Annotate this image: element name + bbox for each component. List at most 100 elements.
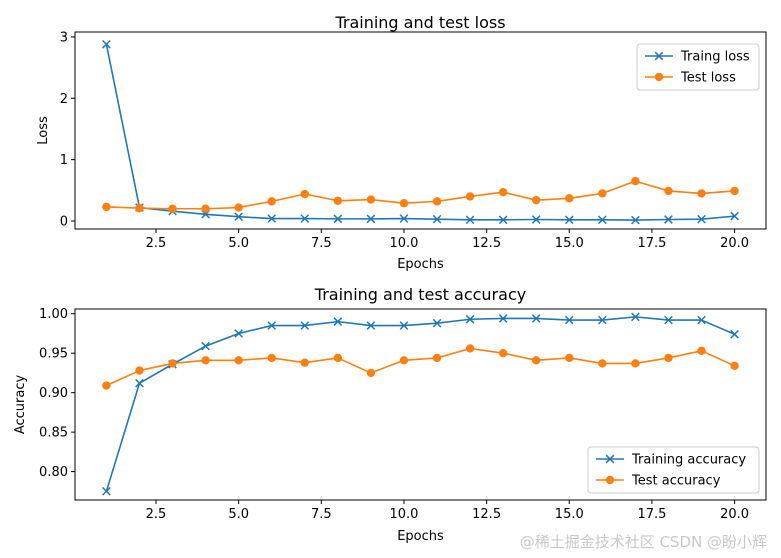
data-point [300,214,310,223]
series-test [102,344,739,390]
data-point [366,321,376,330]
data-point [300,358,309,367]
data-point [598,359,607,368]
x-axis-label: Epochs [397,529,444,544]
x-tick-label: 20.0 [720,236,749,251]
data-point [532,195,541,205]
data-point [730,329,739,339]
data-point [498,348,508,358]
data-point [102,486,111,496]
data-point [432,197,442,206]
data-point [102,39,111,49]
watermark: @稀土掘金技术社区 CSDN @盼小辉 [519,533,767,551]
data-point [531,314,541,323]
y-tick-label: 0 [60,215,68,230]
y-tick-label: 1 [60,153,68,168]
axes-frame [74,308,767,501]
x-tick-label: 17.5 [637,236,666,251]
data-point [432,214,442,224]
x-tick-label: 7.5 [311,507,332,522]
data-point [366,368,376,378]
legend-marker [654,72,664,82]
data-point [267,321,277,330]
data-point [135,378,144,388]
data-point [631,176,640,186]
accuracy-chart: Training and test accuracy 2.5 5.0 7.5 10.0 1… [13,285,767,544]
data-point [664,353,673,363]
x-tick-label: 5.0 [228,507,249,522]
data-point [498,314,508,323]
series-line [105,44,735,221]
x-axis-label: Epochs [397,257,444,272]
loss-chart: Training and test loss 2.5 5.0 7.5 10.0 12.5 1… [36,13,767,272]
x-tick-label: 17.5 [637,507,666,522]
data-point [201,341,210,351]
data-point [201,204,210,213]
axes-frame [74,31,767,230]
data-point [234,203,243,212]
x-tick-label: 2.5 [146,507,167,522]
data-point [730,211,739,221]
y-tick-label: 0.80 [39,465,68,480]
data-point [565,353,574,363]
legend-box [587,446,760,494]
series-line [106,180,735,210]
data-point [465,215,475,225]
data-point [631,215,640,225]
data-point [399,214,409,223]
data-point [135,366,144,375]
series-training [102,312,739,496]
legend-label: Traing loss [680,50,750,65]
legend-marker [605,454,615,464]
series-line [106,347,735,387]
x-tick-label: 10.0 [389,507,418,522]
data-point [267,353,276,363]
chart-title: Training and test accuracy [314,285,526,304]
y-tick-label: 0.85 [39,426,68,441]
data-point [598,189,607,198]
y-axis-label: Accuracy [13,375,28,435]
legend-marker [654,51,664,61]
x-tick-label: 2.5 [146,236,167,251]
y-tick-label: 0.95 [39,347,68,362]
data-point [664,186,673,196]
data-point [234,329,243,338]
data-point [697,315,706,325]
x-tick-label: 5.0 [228,236,249,251]
data-point [201,356,210,365]
data-point [465,344,475,353]
data-point [102,202,111,212]
y-tick-label: 3 [60,30,68,45]
data-point [465,192,475,201]
data-point [697,214,706,224]
x-tick-label: 10.0 [389,236,418,251]
data-point [366,195,376,204]
x-tick-label: 12.5 [472,236,501,251]
y-tick-label: 1.00 [39,307,68,322]
data-point [465,314,475,324]
data-point [664,315,673,325]
x-tick-label: 20.0 [720,507,749,522]
y-tick-label: 2 [60,92,68,107]
data-point [267,197,276,206]
data-point [168,359,177,368]
data-point [234,356,243,365]
y-axis-label: Loss [36,116,51,145]
y-tick-label: 0.90 [39,386,68,401]
data-point [598,215,607,225]
data-point [102,381,111,390]
data-point [697,346,706,356]
x-tick-label: 15.0 [555,236,584,251]
data-point [333,196,343,205]
data-point [631,359,640,368]
data-point [532,356,541,365]
series-line [105,316,735,492]
data-point [399,356,409,365]
data-point [598,315,607,325]
data-point [730,186,739,196]
legend-label: Test accuracy [631,474,721,489]
data-point [564,315,574,325]
series-training [102,39,739,225]
data-point [697,189,706,198]
data-point [498,215,508,225]
